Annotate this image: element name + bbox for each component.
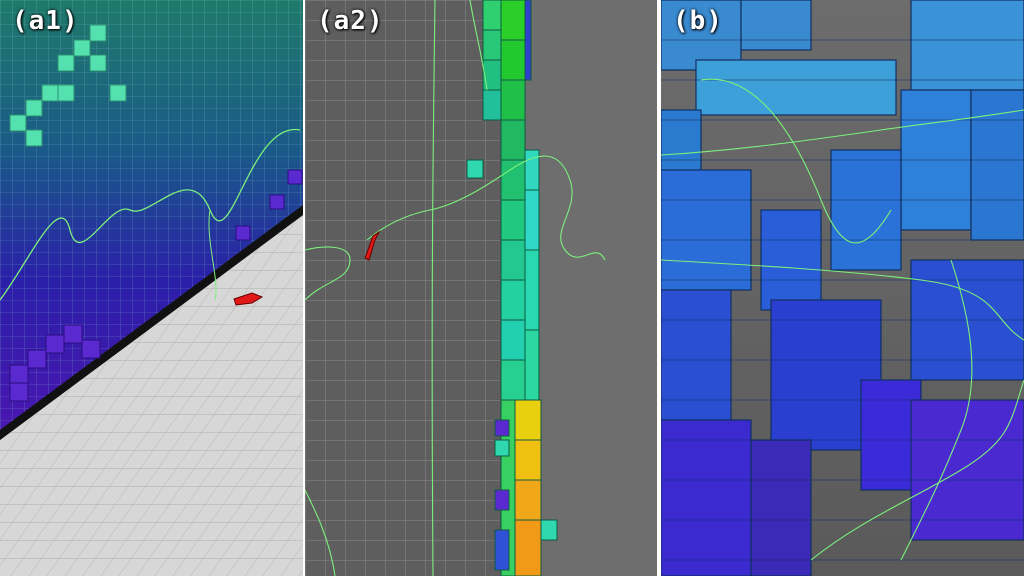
panel-b-render [661,0,1024,576]
voxel-structure [661,0,1024,576]
panel-label: (b) [673,6,723,36]
panel-a2: (a2) [305,0,657,576]
ground-grid [305,0,500,576]
panel-a1: (a1) [0,0,303,576]
trajectory-lines [661,78,1024,561]
panel-label: (a1) [12,6,79,36]
panel-a2-render [305,0,657,576]
violet-voxels [9,169,303,402]
panel-b: (b) [661,0,1024,576]
panel-a1-render [0,0,303,576]
red-pose-arrow-icon [233,292,264,306]
panel-label: (a2) [317,6,384,36]
trajectory-lines [305,0,606,576]
red-pose-arrow-icon [364,230,381,261]
trajectory-line [0,129,301,301]
highlight-voxels [9,24,127,147]
voxel-column [466,0,558,576]
